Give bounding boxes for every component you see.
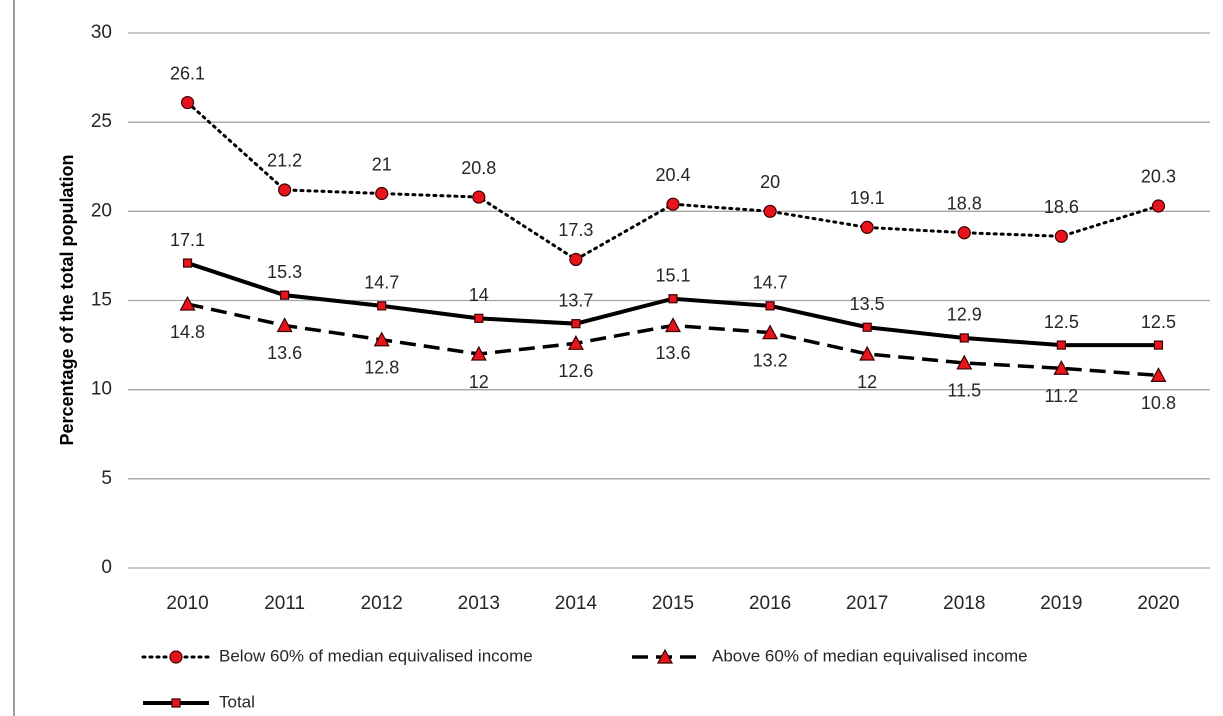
data-label: 17.1 [170,230,205,250]
data-label: 17.3 [558,220,593,240]
x-tick-label: 2012 [361,593,403,614]
data-point [179,295,196,311]
x-tick-label: 2014 [555,593,598,614]
data-point [862,322,872,332]
data-point [1054,229,1068,243]
x-tick-label: 2018 [943,593,985,614]
data-label: 13.2 [753,350,788,370]
legend-marker [171,698,181,708]
data-point [375,186,389,201]
y-tick-label: 30 [91,22,112,43]
data-label: 12.8 [364,357,399,377]
data-point [280,290,290,300]
data-point [373,331,390,347]
data-label: 11.2 [1045,386,1079,406]
x-tick-label: 2017 [846,593,888,614]
data-label: 26.1 [170,63,205,83]
y-tick-label: 10 [91,379,112,400]
data-label: 14 [469,285,489,305]
data-point [569,252,583,267]
data-point [180,95,195,110]
data-label: 13.6 [655,343,690,363]
data-point [762,324,779,340]
data-label: 15.3 [267,262,302,282]
y-axis-title: Percentage of the total population [57,154,77,445]
data-point [1151,199,1166,213]
data-label: 14.8 [170,322,205,342]
data-label: 21.2 [267,151,302,171]
data-point [664,317,682,333]
data-point [1056,340,1066,350]
y-tick-label: 20 [91,200,112,221]
legend-label: Total [219,692,255,711]
data-label: 14.7 [364,273,399,293]
data-label: 20 [760,172,780,192]
data-label: 20.8 [461,158,496,178]
y-tick-label: 5 [101,468,112,489]
data-point [668,294,678,304]
x-tick-label: 2013 [458,593,500,614]
data-point [470,345,487,361]
data-label: 11.5 [947,381,981,401]
data-label: 20.3 [1141,167,1176,187]
data-label: 20.4 [655,165,690,185]
x-tick-label: 2020 [1137,593,1179,614]
data-label: 12.9 [947,305,982,325]
data-label: 18.8 [947,193,982,213]
x-tick-label: 2019 [1040,593,1082,614]
data-point [957,226,971,240]
data-point [956,354,973,370]
data-label: 14.7 [753,273,788,293]
data-label: 13.6 [267,343,302,363]
data-label: 15.1 [655,265,690,285]
data-point [763,204,777,218]
x-tick-label: 2011 [264,593,305,614]
x-tick-label: 2015 [652,593,694,614]
data-point [765,301,775,311]
legend-marker [169,650,183,664]
y-tick-label: 25 [91,111,112,132]
x-tick-label: 2016 [749,593,791,614]
data-label: 19.1 [850,188,885,208]
data-point [182,258,193,268]
data-label: 13.5 [850,294,885,314]
data-point [859,345,876,361]
legend-label: Below 60% of median equivalised income [219,646,533,665]
data-point [1153,340,1164,350]
data-label: 21 [372,154,392,174]
y-tick-label: 15 [91,290,112,311]
data-label: 12.5 [1141,312,1176,332]
data-point [472,190,486,204]
data-point [567,335,584,350]
data-point [571,319,581,329]
data-point [377,301,387,311]
data-point [1150,367,1167,382]
data-point [278,183,292,197]
data-point [860,220,874,234]
y-tick-label: 0 [101,557,112,578]
data-label: 10.8 [1141,393,1176,413]
data-point [474,313,484,323]
data-point [959,333,969,343]
legend-label: Above 60% of median equivalised income [712,646,1028,665]
data-point [666,197,680,211]
data-label: 12 [857,372,877,392]
data-label: 18.6 [1044,197,1079,217]
data-label: 13.7 [558,290,593,310]
x-tick-label: 2010 [166,593,208,614]
data-label: 12.6 [558,361,593,381]
data-label: 12.5 [1044,312,1079,332]
data-point [276,317,293,333]
legend-marker [656,648,674,664]
data-point [1053,360,1070,375]
data-label: 12 [469,372,489,392]
